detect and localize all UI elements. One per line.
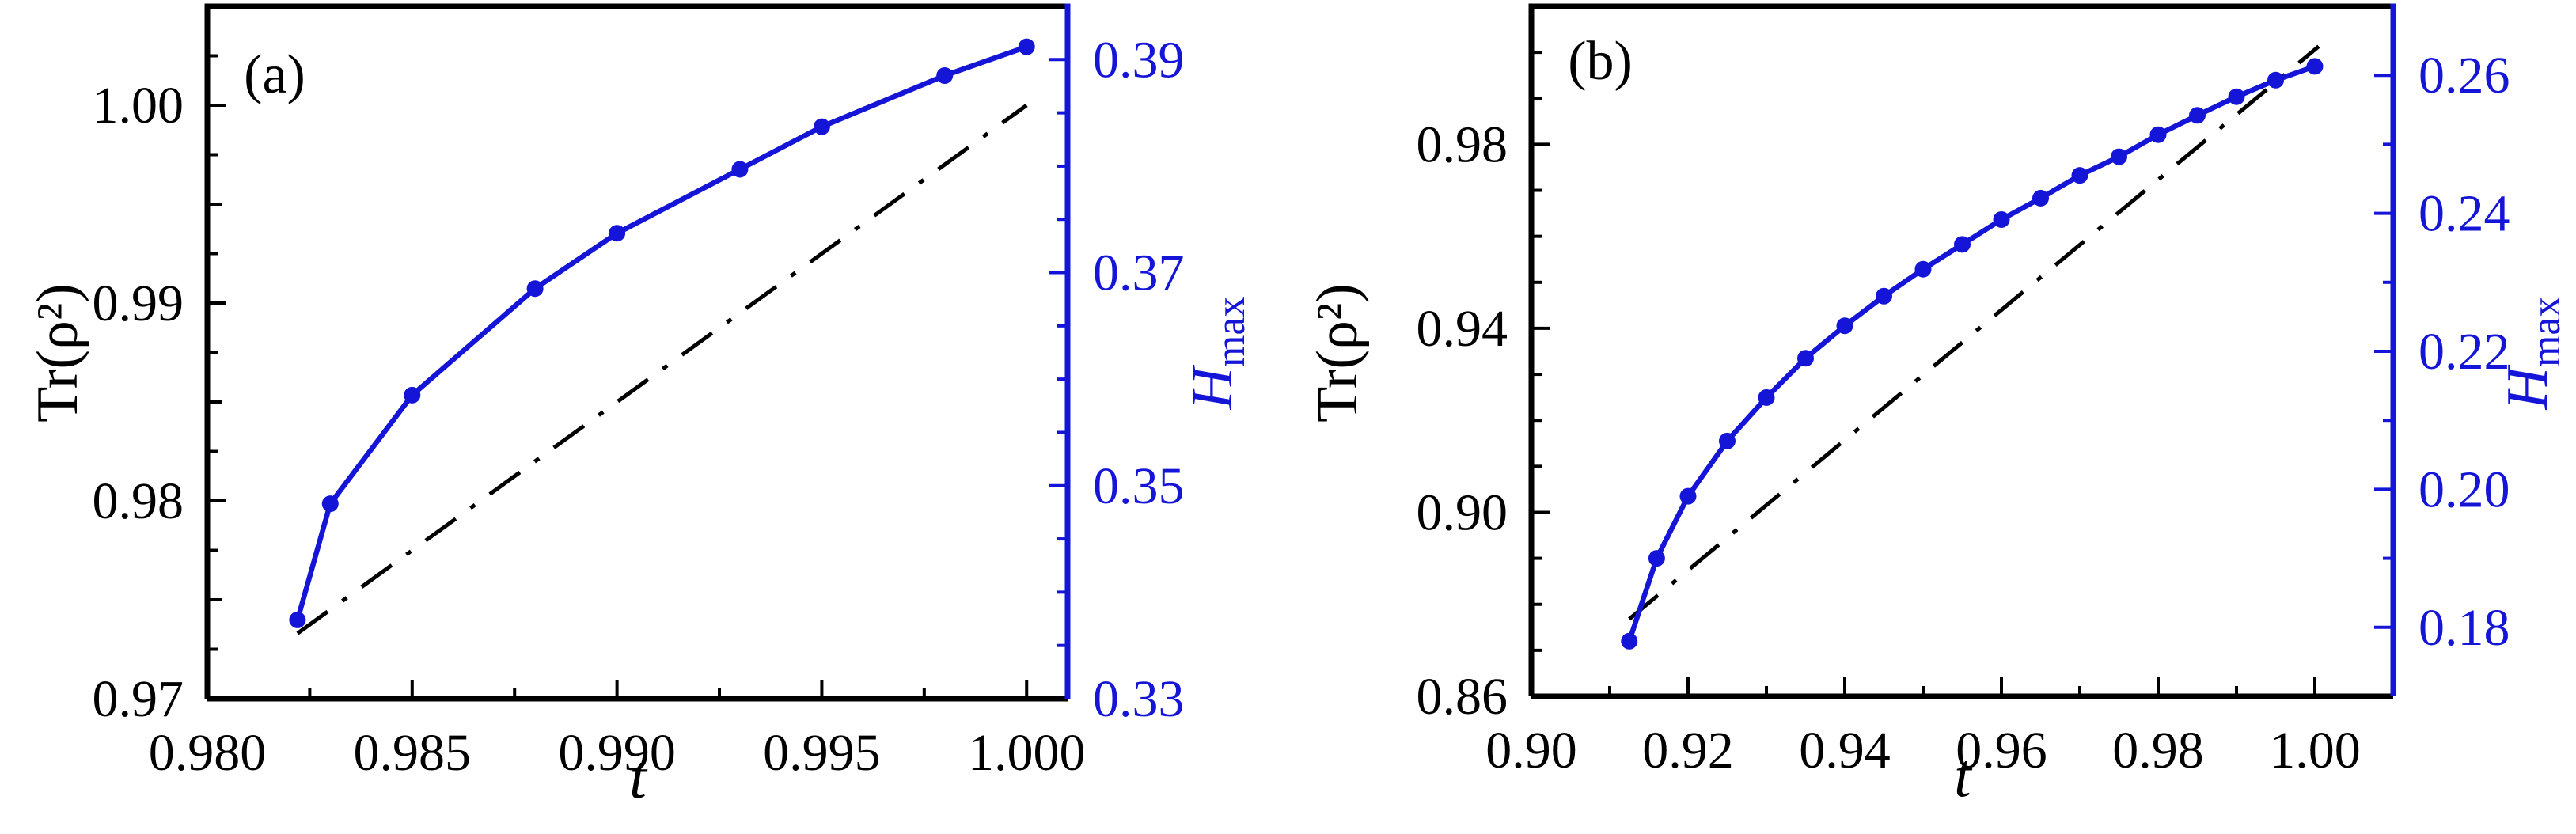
data-point-marker xyxy=(1758,389,1775,406)
data-point-marker xyxy=(1797,350,1814,367)
yright-tick-label: 0.33 xyxy=(1093,670,1185,728)
yright-tick-label: 0.22 xyxy=(2419,323,2510,381)
data-point-marker xyxy=(1679,487,1697,505)
data-point-marker xyxy=(1876,287,1892,305)
panel-b-x-axis-label: t xyxy=(1954,741,1973,809)
data-point-marker xyxy=(526,280,544,298)
panel-b-letter: (b) xyxy=(1568,31,1633,92)
yright-tick-label: 0.24 xyxy=(2419,185,2510,243)
data-point-marker xyxy=(936,67,954,84)
trace-line-H_max xyxy=(294,44,1030,623)
data-point-marker xyxy=(813,118,830,135)
x-tick-label: 0.92 xyxy=(1642,722,1734,779)
trace-dashdot-Tr(rho^2) xyxy=(1628,44,2320,621)
x-tick-label: 0.96 xyxy=(1956,722,2047,779)
trace-dashdot-Tr(rho^2) xyxy=(296,103,1028,635)
x-tick-label: 0.90 xyxy=(1485,722,1577,779)
hmax-base-a: H xyxy=(1180,364,1245,410)
x-tick-label: 0.990 xyxy=(558,724,676,782)
panel-a-plot: 0.980 0.985 0.990 0.995 1.000 0.97 0.98 0.99 1.0… xyxy=(93,3,1185,782)
panel-a-left-axis-label: Tr(ρ²) xyxy=(25,283,90,423)
data-point-marker xyxy=(2267,71,2284,89)
data-point-marker xyxy=(2149,126,2167,143)
yright-tick-label: 0.39 xyxy=(1093,31,1185,89)
panel-a-right-axis-label: Hmax xyxy=(1180,297,1254,411)
data-point-marker xyxy=(404,386,421,404)
data-point-marker xyxy=(1993,210,2010,228)
panel-b: 0.90 0.92 0.94 0.96 0.98 1.000.860.900.940.98… xyxy=(1305,3,2569,809)
yright-tick-label: 0.26 xyxy=(2419,47,2510,104)
data-point-marker xyxy=(1914,260,1932,278)
data-point-marker xyxy=(2228,88,2245,105)
data-point-marker xyxy=(321,495,339,513)
x-tick-label: 1.00 xyxy=(2269,722,2361,779)
yleft-tick-label: 0.94 xyxy=(1417,300,1508,358)
hmax-sub-b: max xyxy=(2524,297,2569,368)
data-point-marker xyxy=(2189,107,2206,124)
data-point-marker xyxy=(2032,189,2049,207)
data-point-marker xyxy=(1621,632,1638,650)
panel-a: 0.980 0.985 0.990 0.995 1.000 0.97 0.98 0.99 1.0… xyxy=(25,3,1254,811)
axis-spines xyxy=(204,3,1068,699)
yright-tick-label: 0.35 xyxy=(1093,457,1185,515)
x-tick-label: 0.98 xyxy=(2112,722,2204,779)
yleft-tick-label: 0.90 xyxy=(1417,483,1508,541)
yleft-tick-label: 0.97 xyxy=(93,670,184,728)
panel-a-x-axis-label: t xyxy=(629,742,648,811)
x-tick-label: 0.94 xyxy=(1799,722,1891,779)
data-point-marker xyxy=(2306,58,2324,75)
trace-line-H_max xyxy=(1626,63,2318,644)
panel-a-letter: (a) xyxy=(244,44,305,105)
yleft-tick-label: 0.98 xyxy=(1417,116,1508,173)
panel-b-plot: 0.90 0.92 0.94 0.96 0.98 1.000.860.900.940.98… xyxy=(1417,3,2510,779)
yright-tick-label: 0.37 xyxy=(1093,245,1185,302)
data-point-marker xyxy=(1648,550,1665,567)
x-tick-label: 0.980 xyxy=(149,724,267,782)
data-point-marker xyxy=(731,161,749,178)
yleft-tick-label: 0.86 xyxy=(1417,668,1508,726)
data-point-marker xyxy=(1836,317,1853,335)
yleft-tick-label: 0.99 xyxy=(93,275,184,332)
data-point-marker xyxy=(1719,432,1736,449)
axis-spines xyxy=(1528,3,2393,696)
hmax-base-b: H xyxy=(2495,364,2560,410)
data-point-marker xyxy=(1954,236,1971,253)
x-tick-label: 0.995 xyxy=(763,724,881,782)
yright-tick-label: 0.18 xyxy=(2419,599,2510,657)
data-point-marker xyxy=(2111,148,2127,165)
data-point-marker xyxy=(1018,38,1035,55)
yleft-tick-label: 0.98 xyxy=(93,472,184,530)
yleft-tick-label: 1.00 xyxy=(93,77,184,135)
panel-b-left-axis-label: Tr(ρ²) xyxy=(1305,283,1370,423)
yright-tick-label: 0.20 xyxy=(2419,461,2510,518)
hmax-sub-a: max xyxy=(1208,297,1254,368)
x-tick-label: 1.000 xyxy=(968,724,1086,782)
panel-b-right-axis-label: Hmax xyxy=(2495,297,2569,411)
data-point-marker xyxy=(289,611,306,628)
data-point-marker xyxy=(609,225,626,242)
x-tick-label: 0.985 xyxy=(354,724,472,782)
data-point-marker xyxy=(2071,167,2088,184)
